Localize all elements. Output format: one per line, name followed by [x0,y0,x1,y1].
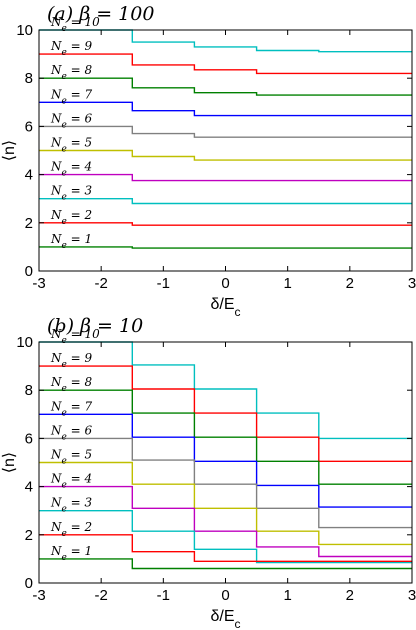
y-tick-label: 0 [25,263,33,280]
curve-label: Ne = 10 [50,15,100,34]
curve-label: Ne = 2 [50,520,92,539]
curve-label: Ne = 1 [50,544,92,563]
curve-label: Ne = 3 [50,184,93,203]
y-tick-label: 0 [25,575,33,592]
x-tick-label: 0 [221,587,229,604]
series-line [39,413,412,508]
curve-label: Ne = 7 [50,399,93,418]
x-tick-label: 1 [283,275,291,292]
x-tick-label: 1 [283,587,291,604]
y-tick-label: 2 [25,527,33,544]
x-tick-label: -3 [32,275,45,292]
curve-label: Ne = 8 [50,375,93,394]
curve-label: Ne = 10 [50,327,100,346]
x-tick-label: -2 [94,587,107,604]
y-tick-label: 6 [25,430,33,447]
x-tick-label: -3 [32,587,45,604]
series-line [39,77,412,96]
series-line [39,341,412,440]
x-tick-label: 2 [346,275,354,292]
curve-label: Ne = 9 [50,39,93,58]
curve-label: Ne = 2 [50,208,92,227]
y-tick-label: 10 [16,22,33,39]
series-line [39,222,412,226]
x-tick-label: -2 [94,275,107,292]
series-line [39,149,412,161]
y-tick-label: 8 [25,382,33,399]
y-tick-label: 2 [25,215,33,232]
curve-label: Ne = 5 [50,448,92,467]
series-line [39,246,412,249]
series-line [39,461,412,546]
curve-label: Ne = 4 [50,160,92,179]
y-tick-label: 4 [25,479,33,496]
panel-title: (b) β = 10 [47,315,143,337]
series-line [39,198,412,205]
series-line [39,173,412,182]
x-tick-label: 3 [408,587,416,604]
y-axis-label: ⟨n⟩ [1,452,18,473]
series-line [39,558,412,570]
curve-label: Ne = 7 [50,87,93,106]
curve-label: Ne = 3 [50,496,93,515]
y-axis-label: ⟨n⟩ [1,140,18,161]
y-tick-label: 6 [25,118,33,135]
y-tick-label: 4 [25,167,33,184]
panel-title: (a) β = 100 [47,3,154,25]
curve-label: Ne = 6 [50,111,93,130]
series-line [39,53,412,75]
series-line [39,510,412,564]
curve-label: Ne = 5 [50,136,92,155]
x-tick-label: 3 [408,275,416,292]
curve-label: Ne = 1 [50,232,92,251]
curve-label: Ne = 8 [50,63,93,82]
series-line [39,534,412,562]
series-line [39,101,412,117]
y-tick-label: 8 [25,70,33,87]
curve-label: Ne = 4 [50,472,92,491]
x-tick-label: -1 [157,587,170,604]
x-axis-label: δ/Ec [210,296,240,319]
x-axis-label: δ/Ec [210,608,240,630]
x-tick-label: 0 [221,275,229,292]
series-line [39,389,412,485]
y-tick-label: 10 [16,334,33,351]
series-line [39,125,412,138]
series-line [39,437,412,529]
series-line [39,365,412,462]
x-tick-label: 2 [346,587,354,604]
curve-label: Ne = 9 [50,351,93,370]
series-line [39,485,412,558]
x-tick-label: -1 [157,275,170,292]
series-line [39,29,412,53]
curve-label: Ne = 6 [50,423,93,442]
